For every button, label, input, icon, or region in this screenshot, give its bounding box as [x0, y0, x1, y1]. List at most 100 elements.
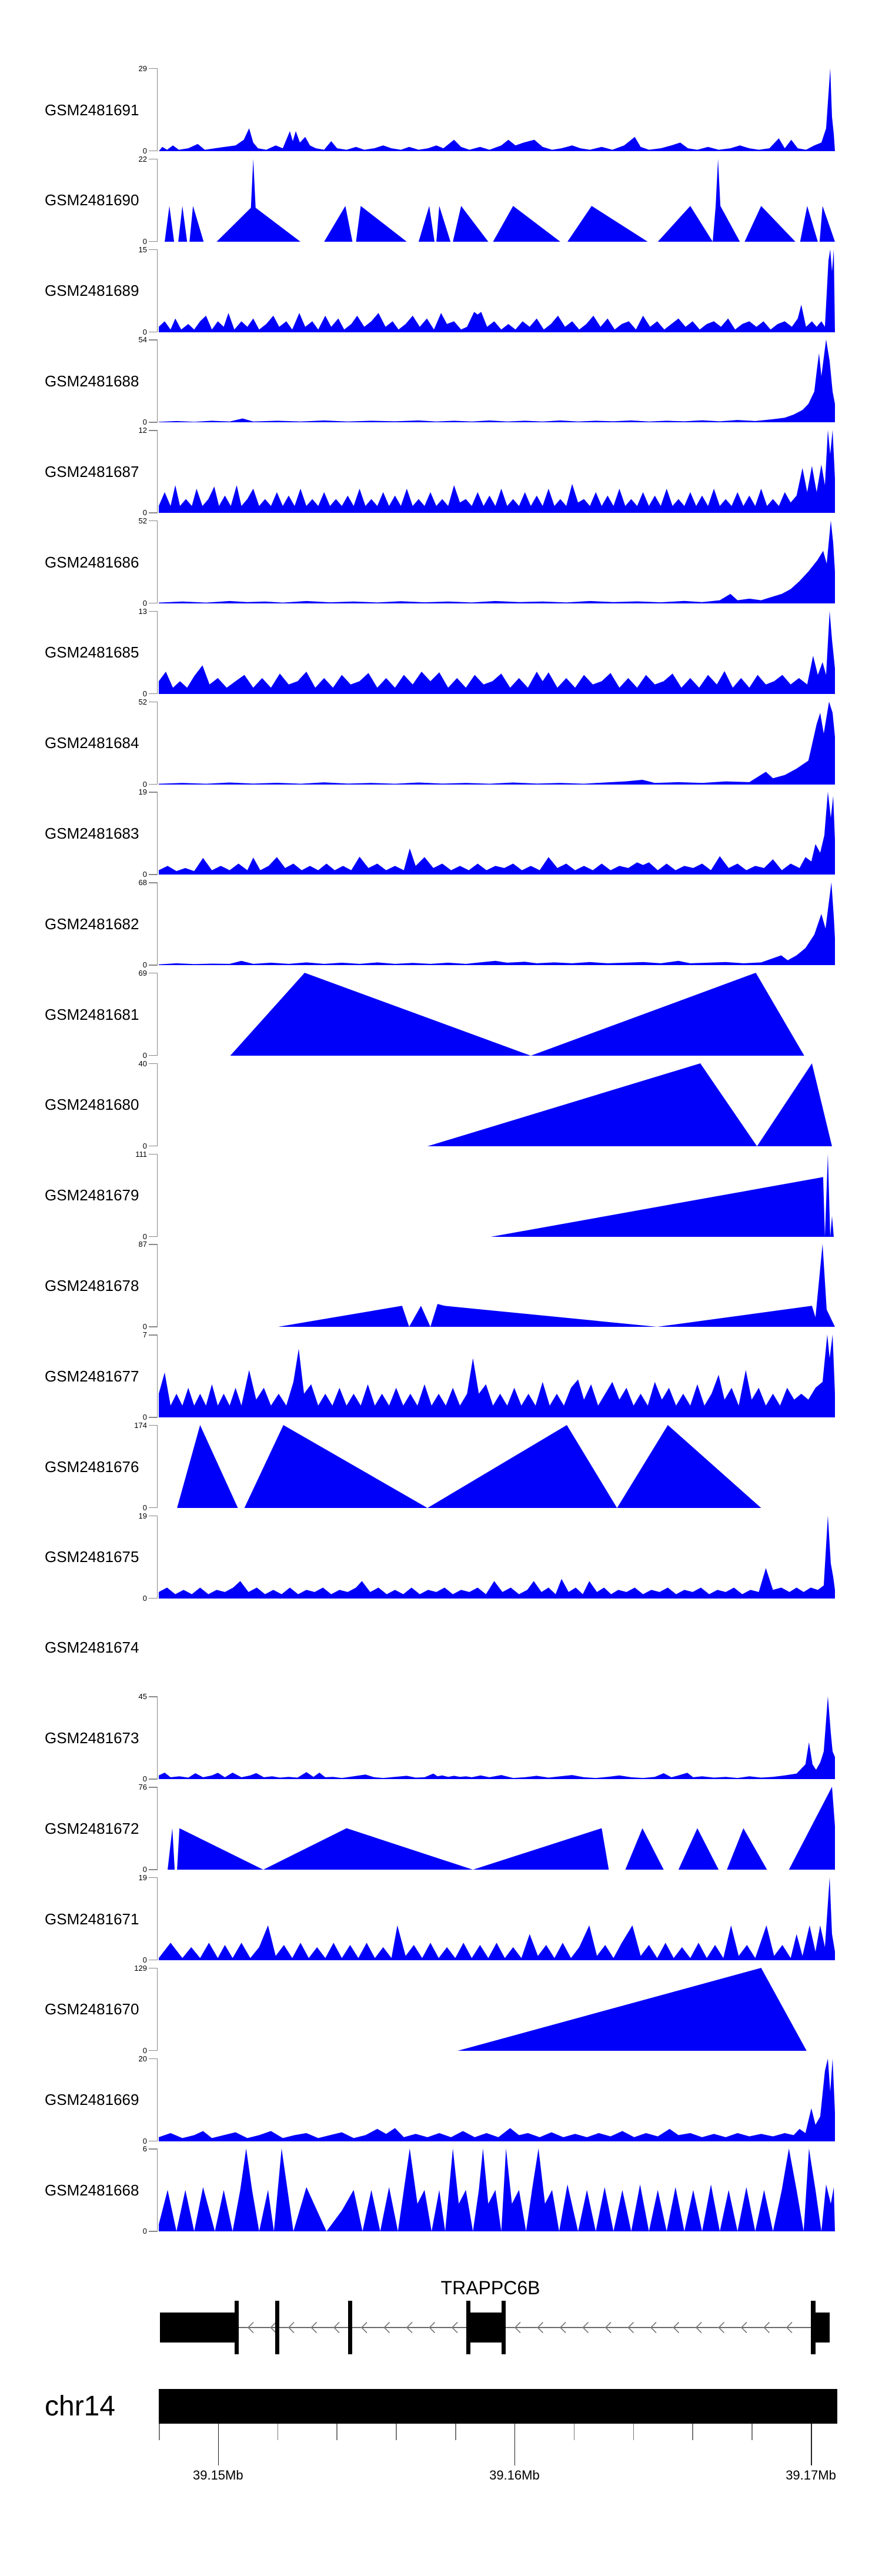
- axis-major-tick: [811, 2424, 812, 2465]
- y-axis-zero-label: 0: [142, 1593, 147, 1603]
- gene-model: [160, 2301, 830, 2354]
- y-axis-line: [157, 520, 158, 603]
- y-axis-max-label: 87: [138, 1240, 147, 1249]
- strand-arrow-left-icon: [604, 2321, 612, 2334]
- strand-arrow-left-icon: [360, 2321, 368, 2334]
- y-axis-line: [157, 1787, 158, 1870]
- coverage-track-row: GSM2481669 20 0: [0, 2054, 882, 2145]
- y-axis-zero-label: 0: [142, 146, 147, 155]
- y-axis-bottom-tick: [149, 241, 158, 242]
- y-axis-zero-label: 0: [142, 1322, 147, 1332]
- coverage-track-row: GSM2481685 13 0: [0, 607, 882, 698]
- y-axis-bottom-tick: [149, 693, 158, 695]
- y-axis-zero-label: 0: [142, 870, 147, 879]
- y-axis-top-tick: [149, 1877, 158, 1878]
- y-axis-zero-label: 0: [142, 2227, 147, 2236]
- track-sample-label: GSM2481677: [45, 1367, 139, 1385]
- coverage-track-row: GSM2481686 52 0: [0, 516, 882, 608]
- axis-coordinate-label: 39.17Mb: [786, 2468, 836, 2482]
- coverage-track-row: GSM2481677 7 0: [0, 1330, 882, 1422]
- coverage-track-row: GSM2481682 68 0: [0, 878, 882, 969]
- y-axis-max-label: 12: [138, 426, 147, 435]
- coverage-track-row: GSM2481679 111 0: [0, 1150, 882, 1241]
- axis-minor-tick: [633, 2424, 634, 2440]
- coverage-polygon: [159, 2148, 835, 2232]
- y-axis-max-label: 54: [138, 335, 147, 345]
- track-sample-label: GSM2481682: [45, 915, 139, 933]
- y-axis-top-tick: [149, 1425, 158, 1426]
- y-axis-bottom-tick: [149, 1507, 158, 1509]
- y-axis-line: [157, 68, 158, 151]
- y-axis-zero-label: 0: [142, 236, 147, 246]
- y-axis-max-label: 13: [138, 606, 147, 616]
- coverage-polygon: [159, 1334, 835, 1418]
- coverage-polygon: [159, 68, 835, 151]
- axis-minor-tick: [455, 2424, 456, 2440]
- coverage-area-plot: [159, 158, 835, 242]
- exon-box-cds: [466, 2301, 470, 2354]
- y-axis-top-tick: [149, 68, 158, 69]
- coverage-polygon: [159, 249, 835, 332]
- strand-arrow-left-icon: [718, 2321, 725, 2334]
- strand-arrow-left-icon: [310, 2321, 318, 2334]
- strand-arrow-left-icon: [582, 2321, 589, 2334]
- track-sample-label: GSM2481680: [45, 1096, 139, 1114]
- axis-minor-tick: [396, 2424, 397, 2440]
- y-axis-line: [157, 882, 158, 966]
- y-axis-zero-label: 0: [142, 1956, 147, 1964]
- coverage-polygon: [159, 1967, 835, 2051]
- track-sample-label: GSM2481669: [45, 2091, 139, 2109]
- y-axis-line: [157, 1334, 158, 1418]
- track-sample-label: GSM2481687: [45, 462, 139, 481]
- coverage-polygon: [159, 1425, 835, 1508]
- coverage-polygon: [159, 2058, 835, 2141]
- y-axis-zero-label: 0: [142, 689, 147, 698]
- exon-box-cds: [348, 2301, 352, 2354]
- y-axis-max-label: 15: [138, 245, 147, 254]
- y-axis-line: [157, 610, 158, 694]
- coverage-track-row: GSM2481691 29 0: [0, 64, 882, 155]
- strand-arrow-left-icon: [695, 2321, 702, 2334]
- y-axis-zero-label: 0: [142, 1141, 147, 1150]
- coverage-track-row: GSM2481672 76 0: [0, 1783, 882, 1874]
- coverage-area-plot: [159, 339, 835, 423]
- coverage-polygon: [159, 882, 835, 966]
- y-axis-bottom-tick: [149, 1869, 158, 1870]
- y-axis-zero-label: 0: [142, 779, 147, 789]
- coverage-area-plot: [159, 1063, 835, 1146]
- y-axis-zero-label: 0: [142, 1865, 147, 1874]
- track-sample-label: GSM2481678: [45, 1276, 139, 1294]
- track-sample-label: GSM2481674: [45, 1639, 139, 1657]
- coverage-area-plot: [159, 1153, 835, 1237]
- y-axis-top-tick: [149, 2058, 158, 2059]
- strand-arrow-left-icon: [247, 2321, 254, 2334]
- y-axis-line: [157, 1244, 158, 1327]
- coverage-area-plot: [159, 1244, 835, 1327]
- y-axis-line: [157, 1425, 158, 1508]
- axis-minor-tick: [692, 2424, 693, 2440]
- y-axis-zero-label: 0: [142, 599, 147, 608]
- coverage-polygon: [159, 1515, 835, 1599]
- exon-box-utr: [470, 2313, 502, 2343]
- y-axis-zero-label: 0: [142, 327, 147, 336]
- coverage-area-plot: [159, 1877, 835, 1960]
- coverage-polygon: [159, 520, 835, 603]
- y-axis-top-tick: [149, 249, 158, 250]
- y-axis-max-label: 19: [138, 1873, 147, 1882]
- coverage-polygon: [159, 792, 835, 875]
- coverage-area-plot: [159, 1967, 835, 2051]
- y-axis-max-label: 6: [142, 2144, 147, 2154]
- coverage-track-row: GSM2481683 19 0: [0, 788, 882, 879]
- y-axis-max-label: 29: [138, 64, 147, 73]
- coverage-polygon: [159, 1877, 835, 1960]
- y-axis-top-tick: [149, 1063, 158, 1065]
- y-axis-zero-label: 0: [142, 2136, 147, 2145]
- axis-coordinate-label: 39.16Mb: [489, 2468, 540, 2482]
- track-sample-label: GSM2481673: [45, 1729, 139, 1747]
- coverage-track-row: GSM2481675 19 0: [0, 1511, 882, 1603]
- coverage-polygon: [159, 158, 835, 242]
- track-sample-label: GSM2481683: [45, 824, 139, 842]
- y-axis-bottom-tick: [149, 783, 158, 785]
- track-sample-label: GSM2481675: [45, 1548, 139, 1566]
- y-axis-line: [157, 1515, 158, 1599]
